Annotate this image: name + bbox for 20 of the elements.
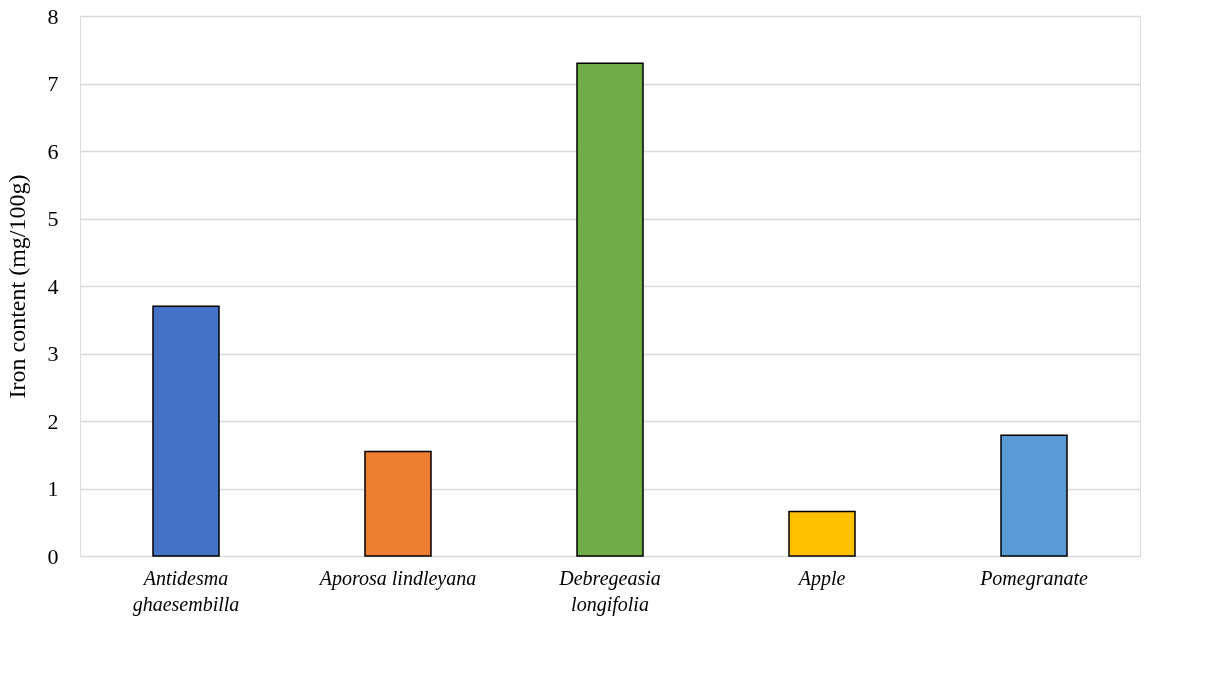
x-tick-label: Pomegranate — [979, 566, 1088, 590]
bar — [364, 450, 432, 557]
y-tick-label: 0 — [47, 543, 59, 569]
y-tick-label: 5 — [47, 206, 59, 231]
x-tick-label: Apple — [796, 566, 846, 590]
y-tick-label: 4 — [47, 273, 59, 299]
bar — [1000, 434, 1068, 557]
y-tick-label: 7 — [47, 71, 59, 96]
x-tick-label: Aporosa lindleyana — [317, 566, 477, 590]
y-tick-label: 2 — [47, 408, 59, 434]
bar — [788, 510, 856, 557]
y-tick-label: 6 — [47, 138, 59, 164]
y-tick-label: 3 — [47, 341, 59, 366]
x-tick-label: Debregeasia longifolia — [558, 566, 661, 616]
y-tick-label: 1 — [47, 476, 59, 501]
y-axis-title: Iron content (mg/100g) — [3, 174, 30, 399]
x-tick-label: Antidesma ghaesembilla — [132, 566, 240, 616]
bar — [152, 305, 220, 557]
bar — [576, 62, 644, 557]
y-tick-label: 8 — [47, 3, 59, 29]
